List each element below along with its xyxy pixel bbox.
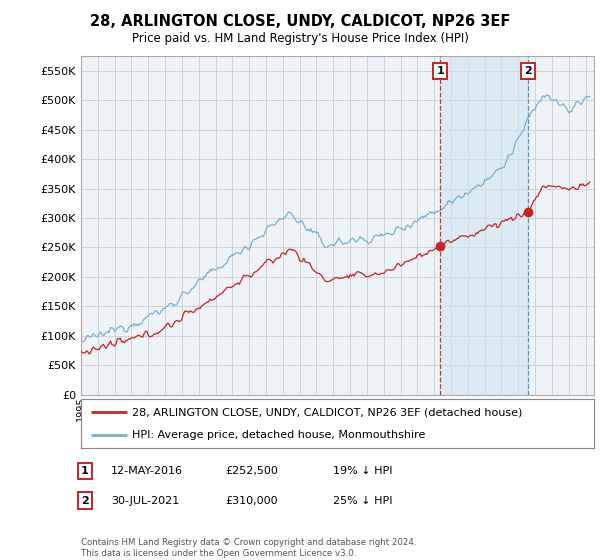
- Text: 2: 2: [81, 496, 89, 506]
- Text: Price paid vs. HM Land Registry's House Price Index (HPI): Price paid vs. HM Land Registry's House …: [131, 32, 469, 45]
- Text: Contains HM Land Registry data © Crown copyright and database right 2024.
This d: Contains HM Land Registry data © Crown c…: [81, 538, 416, 558]
- Bar: [440, 56, 528, 395]
- Text: 12-MAY-2016: 12-MAY-2016: [111, 466, 183, 476]
- Text: 1: 1: [81, 466, 89, 476]
- Text: £310,000: £310,000: [225, 496, 278, 506]
- Text: 2: 2: [524, 66, 532, 76]
- Text: HPI: Average price, detached house, Monmouthshire: HPI: Average price, detached house, Monm…: [133, 430, 425, 440]
- Text: 25% ↓ HPI: 25% ↓ HPI: [333, 496, 392, 506]
- Text: 28, ARLINGTON CLOSE, UNDY, CALDICOT, NP26 3EF: 28, ARLINGTON CLOSE, UNDY, CALDICOT, NP2…: [90, 14, 510, 29]
- Text: £252,500: £252,500: [225, 466, 278, 476]
- Text: 19% ↓ HPI: 19% ↓ HPI: [333, 466, 392, 476]
- Text: 28, ARLINGTON CLOSE, UNDY, CALDICOT, NP26 3EF (detached house): 28, ARLINGTON CLOSE, UNDY, CALDICOT, NP2…: [133, 407, 523, 417]
- Text: 30-JUL-2021: 30-JUL-2021: [111, 496, 179, 506]
- Text: 1: 1: [437, 66, 445, 76]
